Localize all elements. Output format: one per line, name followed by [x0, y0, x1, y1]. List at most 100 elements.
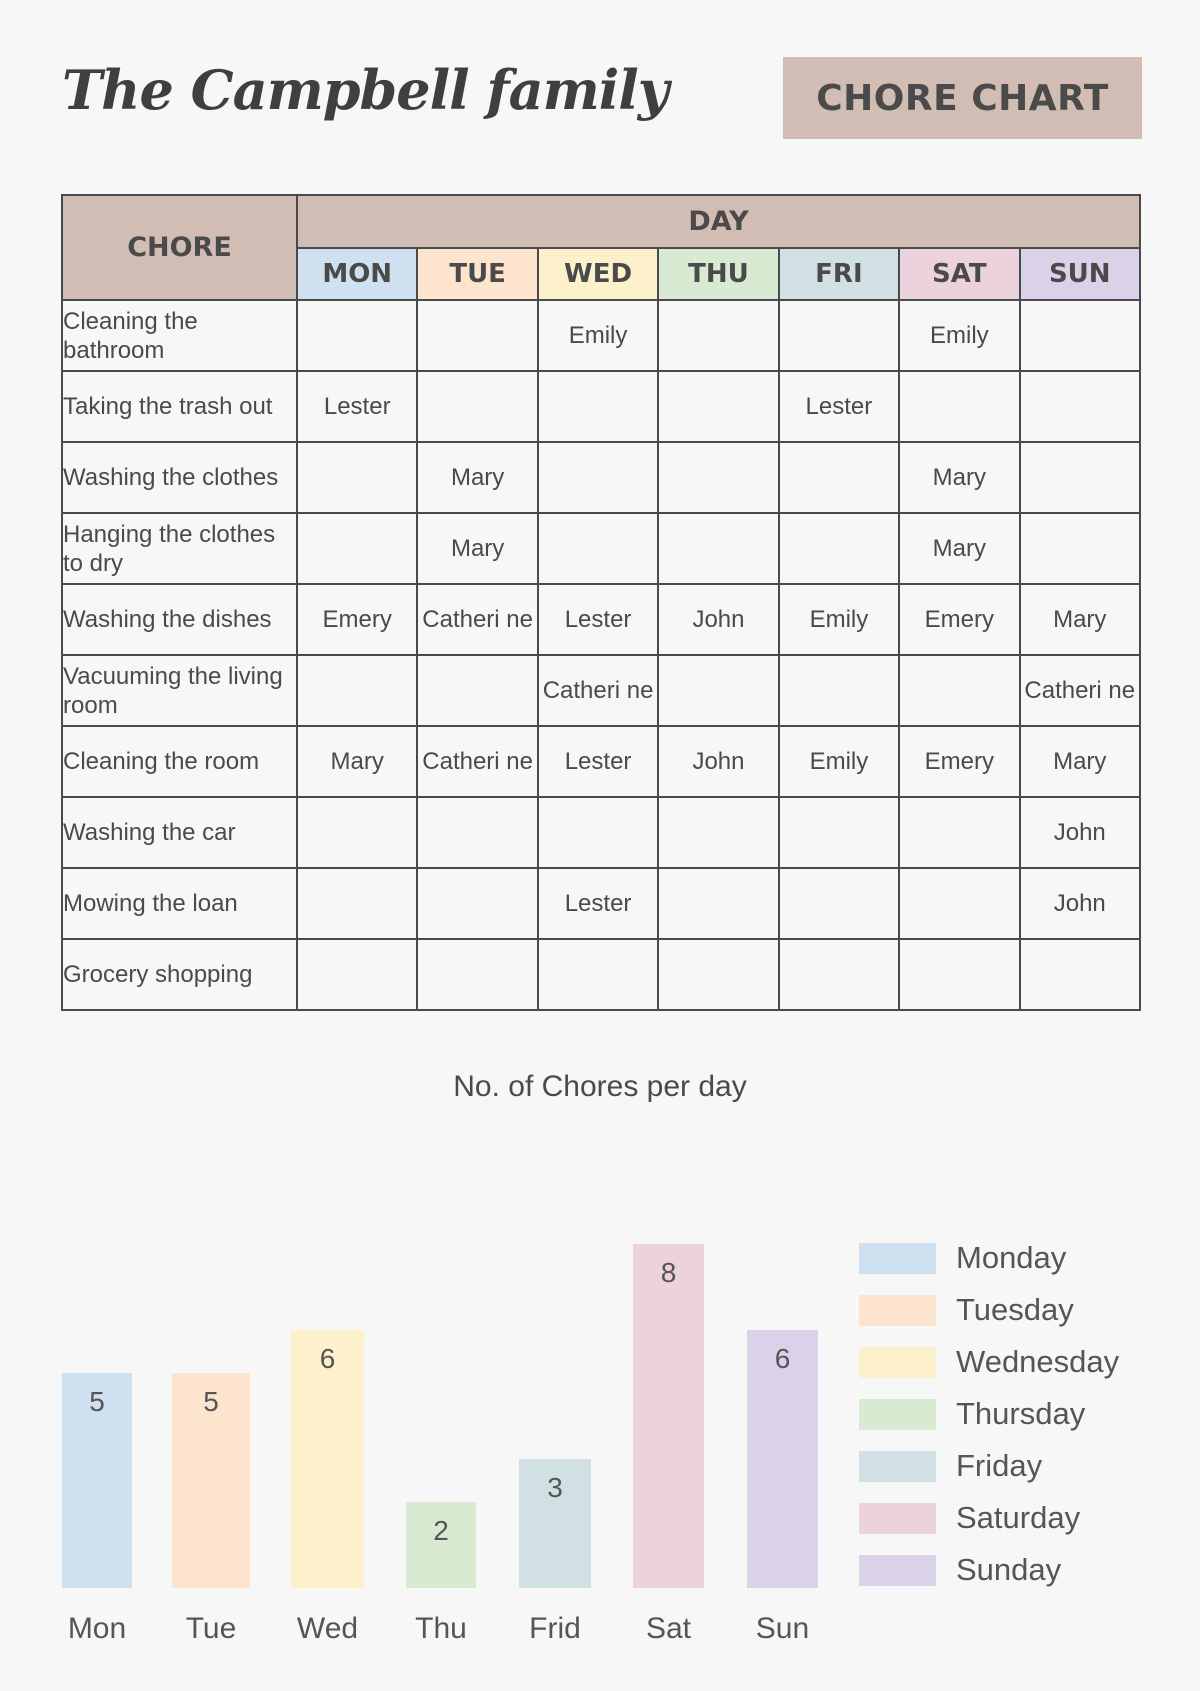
assignment-cell: Catheri ne — [416, 725, 539, 798]
chore-name-cell: Washing the clothes — [61, 441, 298, 514]
assignment-cell — [416, 654, 539, 727]
bar-value-label: 2 — [433, 1515, 449, 1546]
table-row: Vacuuming the living room Catheri ne Cathe… — [61, 654, 1142, 727]
assignment-cell: Emery — [898, 583, 1021, 656]
assignment-cell: Lester — [536, 867, 660, 940]
category-label: Wed — [297, 1612, 358, 1645]
assignment-cell — [777, 441, 901, 514]
assignment-cell: Mary — [295, 725, 419, 798]
table-row: Washing the dishes Emery Catheri ne Lester J… — [61, 583, 1142, 656]
assignment-cell — [777, 654, 901, 727]
assignment-cell — [1018, 299, 1142, 372]
legend-swatch — [859, 1398, 936, 1430]
table-row: Grocery shopping — [61, 938, 1142, 1011]
assignment-cell — [1018, 512, 1142, 585]
legend-label: Monday — [956, 1240, 1067, 1275]
bar-wed — [291, 1330, 364, 1588]
assignment-cell — [295, 654, 419, 727]
chore-name-cell: Hanging the clothes to dry — [61, 512, 298, 585]
legend-label: Sunday — [956, 1552, 1062, 1587]
assignment-cell — [416, 867, 539, 940]
legend-swatch — [859, 1502, 936, 1534]
assignment-cell — [657, 938, 780, 1011]
legend-swatch — [859, 1346, 936, 1378]
category-label: Frid — [529, 1612, 581, 1645]
assignment-cell: Mary — [898, 441, 1021, 514]
assignment-cell — [657, 370, 780, 443]
chore-name-cell: Mowing the loan — [61, 867, 298, 940]
bar-tue — [172, 1373, 250, 1588]
bar-thu — [406, 1502, 476, 1588]
assignment-cell: Catheri ne — [416, 583, 539, 656]
assignment-cell — [898, 796, 1021, 869]
category-label: Thu — [415, 1612, 467, 1645]
table-row: Washing the car John — [61, 796, 1142, 869]
chore-table: CHORE DAY MON TUE WED THU FRI SAT SUN Cleaning… — [61, 194, 1142, 1011]
assignment-cell — [416, 370, 539, 443]
legend-swatch — [859, 1294, 936, 1326]
chore-name-cell: Washing the dishes — [61, 583, 298, 656]
bar-mon — [62, 1373, 132, 1588]
assignment-cell — [536, 938, 660, 1011]
legend-label: Tuesday — [956, 1292, 1074, 1327]
day-header-wed: WED — [536, 247, 660, 301]
assignment-cell: Emily — [777, 725, 901, 798]
legend-item: Thursday — [859, 1388, 1119, 1440]
chart-legend: Monday Tuesday Wednesday Thursday Friday Satu… — [859, 1232, 1119, 1596]
bar-value-label: 6 — [320, 1343, 336, 1374]
assignment-cell — [295, 867, 419, 940]
legend-item: Saturday — [859, 1492, 1119, 1544]
table-row: Taking the trash out Lester Lester — [61, 370, 1142, 443]
assignment-cell — [898, 654, 1021, 727]
assignment-cell: John — [1018, 867, 1142, 940]
legend-label: Saturday — [956, 1500, 1081, 1535]
assignment-cell — [1018, 370, 1142, 443]
assignment-cell — [536, 441, 660, 514]
assignment-cell — [777, 796, 901, 869]
assignment-cell — [295, 512, 419, 585]
chore-chart-badge: CHORE CHART — [783, 57, 1142, 139]
assignment-cell — [1018, 441, 1142, 514]
day-names-row: MON TUE WED THU FRI SAT SUN — [62, 247, 1142, 301]
assignment-cell: John — [657, 725, 780, 798]
assignment-cell — [657, 796, 780, 869]
assignment-cell — [657, 299, 780, 372]
assignment-cell: Emily — [536, 299, 660, 372]
chore-name-cell: Taking the trash out — [61, 370, 298, 443]
legend-label: Wednesday — [956, 1344, 1120, 1379]
assignment-cell — [416, 299, 539, 372]
category-label: Mon — [68, 1612, 126, 1645]
legend-swatch — [859, 1450, 936, 1482]
chore-table-body: Cleaning the bathroom Emily Emily Taking th… — [61, 299, 1142, 1011]
legend-item: Wednesday — [859, 1336, 1119, 1388]
assignment-cell: Mary — [1018, 583, 1142, 656]
assignment-cell: Emily — [898, 299, 1021, 372]
assignment-cell — [295, 299, 419, 372]
day-column-header: DAY — [296, 194, 1141, 249]
assignment-cell — [657, 867, 780, 940]
assignment-cell — [777, 938, 901, 1011]
assignment-cell: John — [1018, 796, 1142, 869]
assignment-cell: Catheri ne — [536, 654, 660, 727]
assignment-cell — [657, 654, 780, 727]
assignment-cell — [295, 441, 419, 514]
chore-name-cell: Vacuuming the living room — [61, 654, 298, 727]
chart-title: No. of Chores per day — [453, 1070, 747, 1103]
day-header-tue: TUE — [416, 247, 539, 301]
category-label: Tue — [186, 1612, 237, 1645]
bar-value-label: 5 — [89, 1386, 105, 1417]
chore-name-cell: Cleaning the room — [61, 725, 298, 798]
day-header-sat: SAT — [898, 247, 1021, 301]
assignment-cell: Lester — [777, 370, 901, 443]
assignment-cell — [657, 441, 780, 514]
assignment-cell — [657, 512, 780, 585]
category-label: Sat — [646, 1612, 692, 1645]
assignment-cell: Mary — [416, 441, 539, 514]
day-header-sun: SUN — [1018, 247, 1142, 301]
chore-column-header: CHORE — [61, 194, 298, 301]
legend-label: Friday — [956, 1448, 1043, 1483]
assignment-cell — [898, 370, 1021, 443]
assignment-cell — [536, 512, 660, 585]
family-title: The Campbell family — [62, 58, 669, 122]
